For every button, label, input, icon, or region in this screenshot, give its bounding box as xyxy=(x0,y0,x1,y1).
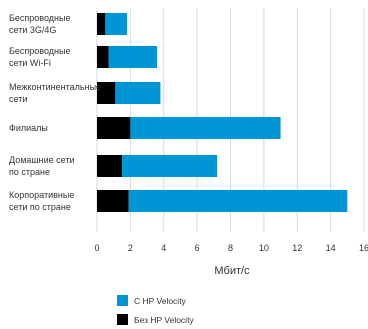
x-tick-label: 8 xyxy=(228,243,233,253)
category-label: Беспроводные xyxy=(9,46,70,56)
x-tick-label: 14 xyxy=(326,243,336,253)
bar-without-velocity xyxy=(97,155,123,177)
x-tick-labels: 0 2 4 6 8 10 12 14 16 xyxy=(94,243,368,253)
bar-with-velocity xyxy=(128,190,348,212)
x-tick-label: 2 xyxy=(128,243,133,253)
legend-label: С HP Velocity xyxy=(134,296,187,306)
bar-with-velocity xyxy=(108,46,158,68)
bar-without-velocity xyxy=(97,82,116,104)
bar-with-velocity xyxy=(122,155,218,177)
category-label: Межконтинентальные xyxy=(9,82,101,92)
category-label: Домашние сети xyxy=(9,155,74,165)
legend-swatch xyxy=(117,295,128,306)
legend-swatch xyxy=(117,314,128,325)
category-label: Беспроводные xyxy=(9,13,70,23)
x-tick-label: 6 xyxy=(195,243,200,253)
legend: С HP Velocity Без HP Velocity xyxy=(117,295,194,325)
bar-without-velocity xyxy=(97,117,131,139)
category-label: по стране xyxy=(9,167,50,177)
bar-with-velocity xyxy=(105,13,128,35)
category-label: Корпоративные xyxy=(9,190,74,200)
category-label: сети 3G/4G xyxy=(9,25,56,35)
x-tick-label: 4 xyxy=(161,243,166,253)
x-axis-title: Мбит/с xyxy=(214,265,250,277)
bar-with-velocity xyxy=(130,117,281,139)
x-tick-label: 16 xyxy=(359,243,368,253)
category-label: сети xyxy=(9,94,27,104)
x-tick-label: 12 xyxy=(292,243,302,253)
bars xyxy=(97,13,348,212)
legend-label: Без HP Velocity xyxy=(134,315,194,325)
x-tick-label: 0 xyxy=(94,243,99,253)
bar-without-velocity xyxy=(97,13,106,35)
category-label: Филиалы xyxy=(9,123,48,133)
bar-without-velocity xyxy=(97,46,109,68)
bar-with-velocity xyxy=(115,82,161,104)
category-label: сети Wi-Fi xyxy=(9,58,51,68)
bar-without-velocity xyxy=(97,190,129,212)
x-tick-label: 10 xyxy=(259,243,269,253)
category-label: сети по стране xyxy=(9,202,71,212)
category-labels: Беспроводные сети 3G/4G Беспроводные сети W… xyxy=(9,13,101,212)
